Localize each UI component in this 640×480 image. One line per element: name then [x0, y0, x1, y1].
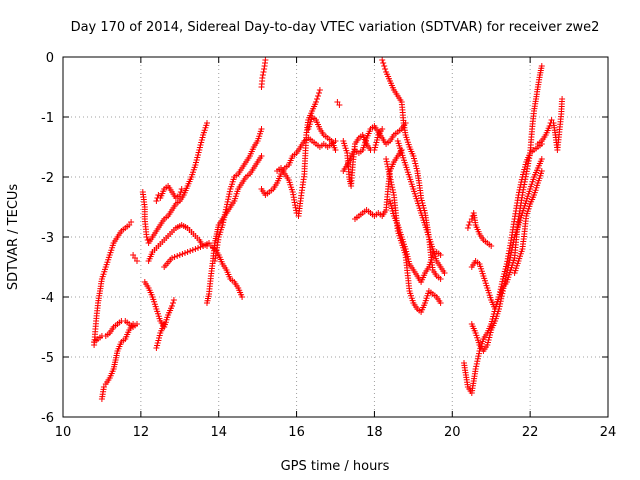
y-tick-labels: -6 -5 -4 -3 -2 -1 0: [41, 51, 54, 426]
data-point-markers: [161, 240, 212, 270]
y-tick-label: -4: [41, 291, 54, 306]
series-track-16: [305, 114, 339, 153]
x-tick-label: 18: [366, 425, 383, 440]
series-track-7: [141, 279, 177, 330]
data-point-markers: [461, 63, 545, 396]
y-tick-label: -6: [41, 411, 54, 426]
series-track-29: [511, 168, 545, 276]
x-tick-label: 14: [210, 425, 227, 440]
series-track-6: [153, 183, 185, 204]
data-point-markers: [130, 252, 140, 264]
series-track-27: [468, 141, 545, 312]
series-track-24: [387, 198, 444, 285]
plot-frame: [62, 56, 609, 418]
y-tick-label: -1: [41, 111, 54, 126]
data-point-markers: [464, 210, 495, 249]
data-point-markers: [340, 120, 409, 174]
data-point-markers: [139, 120, 210, 246]
series-track-13: [258, 57, 269, 90]
data-point-markers: [468, 141, 545, 312]
data-point-markers: [511, 168, 545, 276]
data-point-markers: [340, 126, 386, 189]
grid-lines: [63, 57, 608, 417]
series-track-19: [340, 120, 409, 174]
data-point-markers: [383, 156, 444, 315]
series-track-4: [130, 252, 140, 264]
series-track-17: [334, 99, 343, 108]
chart-title: Day 170 of 2014, Sidereal Day-to-day VTE…: [71, 20, 600, 35]
series-track-22: [394, 138, 448, 276]
y-tick-label: -2: [41, 171, 54, 186]
y-tick-label: -5: [41, 351, 54, 366]
x-tick-label: 20: [444, 425, 461, 440]
series-track-3: [98, 321, 137, 402]
data-point-markers: [468, 156, 545, 354]
x-tick-label: 24: [600, 425, 617, 440]
data-point-markers: [141, 279, 177, 330]
series-track-26: [464, 210, 495, 249]
x-axis-label: GPS time / hours: [281, 459, 390, 474]
series-track-14: [258, 135, 339, 198]
data-point-markers: [258, 135, 339, 198]
x-tick-label: 12: [133, 425, 150, 440]
data-point-markers: [153, 321, 168, 351]
series-track-18: [340, 126, 386, 189]
series-track-8: [153, 321, 168, 351]
x-tick-label: 10: [55, 425, 72, 440]
y-tick-label: 0: [46, 51, 54, 66]
y-tick-label: -3: [41, 231, 54, 246]
data-point-markers: [305, 114, 339, 153]
x-tick-label: 22: [522, 425, 539, 440]
series-track-30: [534, 96, 566, 153]
data-marks: [91, 57, 566, 402]
data-point-markers: [98, 321, 137, 402]
series-track-9: [145, 222, 246, 300]
series-track-28: [468, 156, 545, 354]
x-tick-labels: 10 12 14 16 18 20 22 24: [55, 425, 617, 440]
series-track-15: [274, 87, 323, 219]
data-point-markers: [334, 99, 343, 108]
data-point-markers: [534, 96, 566, 153]
series-track-5: [139, 120, 210, 246]
data-point-markers: [258, 57, 269, 90]
series-track-12: [211, 126, 265, 264]
data-point-markers: [153, 183, 185, 204]
data-point-markers: [394, 138, 448, 276]
data-point-markers: [387, 198, 444, 285]
series-track-23: [383, 156, 444, 315]
y-axis-label: SDTVAR / TECUs: [6, 184, 21, 291]
data-point-markers: [145, 222, 246, 300]
x-tick-label: 16: [288, 425, 305, 440]
series-track-10: [161, 240, 212, 270]
data-point-markers: [274, 87, 323, 219]
data-point-markers: [211, 126, 265, 264]
series-track-25: [461, 63, 545, 396]
